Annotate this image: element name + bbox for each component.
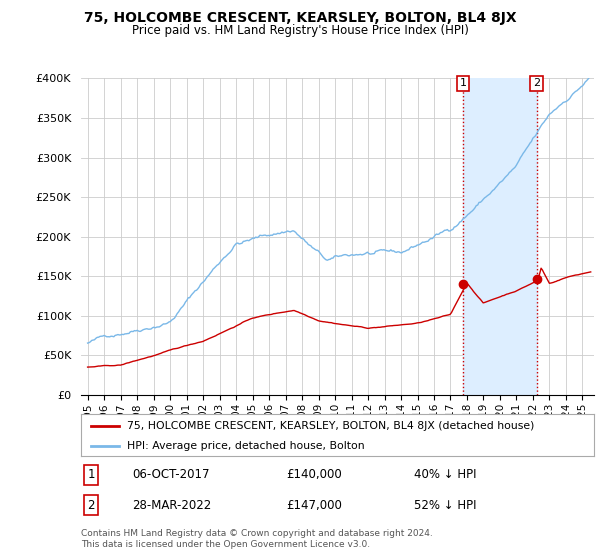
Text: 75, HOLCOMBE CRESCENT, KEARSLEY, BOLTON, BL4 8JX: 75, HOLCOMBE CRESCENT, KEARSLEY, BOLTON,… <box>83 11 517 25</box>
Text: 2: 2 <box>533 78 540 88</box>
Text: 1: 1 <box>460 78 466 88</box>
Text: HPI: Average price, detached house, Bolton: HPI: Average price, detached house, Bolt… <box>127 441 365 451</box>
Text: 40% ↓ HPI: 40% ↓ HPI <box>415 468 477 482</box>
Bar <box>463 78 536 395</box>
Text: Contains HM Land Registry data © Crown copyright and database right 2024.
This d: Contains HM Land Registry data © Crown c… <box>81 529 433 549</box>
Text: 75, HOLCOMBE CRESCENT, KEARSLEY, BOLTON, BL4 8JX (detached house): 75, HOLCOMBE CRESCENT, KEARSLEY, BOLTON,… <box>127 421 535 431</box>
Text: 52% ↓ HPI: 52% ↓ HPI <box>415 499 477 512</box>
Text: 06-OCT-2017: 06-OCT-2017 <box>133 468 210 482</box>
Text: £147,000: £147,000 <box>286 499 342 512</box>
Text: 1: 1 <box>88 468 95 482</box>
Text: 2: 2 <box>88 499 95 512</box>
Text: 28-MAR-2022: 28-MAR-2022 <box>133 499 212 512</box>
Text: Price paid vs. HM Land Registry's House Price Index (HPI): Price paid vs. HM Land Registry's House … <box>131 24 469 36</box>
Text: £140,000: £140,000 <box>286 468 342 482</box>
